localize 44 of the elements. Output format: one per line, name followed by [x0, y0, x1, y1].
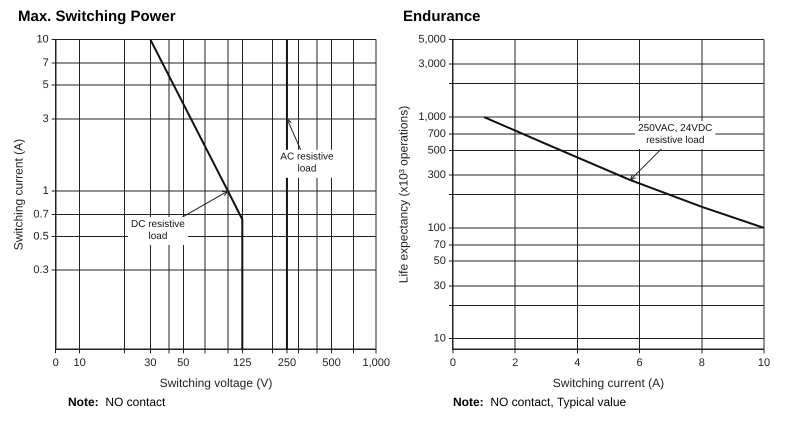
x-tick-label: 4 [574, 357, 580, 370]
x-axis-title: Switching voltage (V) [160, 376, 272, 390]
y-tick-label: 3 [42, 112, 49, 125]
y-tick-label: 0.7 [33, 208, 49, 221]
annotation: 250VAC, 24VDC resistive load [638, 122, 712, 146]
y-tick-label: 10 [434, 332, 446, 345]
chart-title: Max. Switching Power [17, 8, 177, 27]
y-tick-label: 1 [42, 185, 49, 198]
x-tick-label: 6 [636, 357, 643, 370]
y-tick-label: 5,000 [418, 34, 446, 46]
x-tick-label: 250 [278, 357, 296, 370]
x-tick-label: 2 [512, 357, 518, 370]
x-tick-label: 30 [144, 357, 157, 370]
x-tick-label: 125 [233, 357, 252, 370]
y-tick-label: 5 [42, 79, 49, 92]
y-tick-label: 70 [434, 239, 446, 252]
y-tick-label: 500 [428, 144, 446, 156]
y-tick-label: 700 [428, 128, 446, 140]
x-tick-label: 500 [322, 357, 341, 370]
y-tick-label: 1,000 [418, 111, 446, 124]
x-tick-label: 0 [52, 357, 59, 370]
x-tick-label: 0 [450, 357, 456, 370]
y-tick-label: 0.3 [33, 264, 49, 276]
x-tick-label: 1,000 [362, 357, 390, 370]
text: Note: NO contact, Typical value [452, 395, 628, 409]
x-tick-label: 10 [74, 357, 86, 370]
y-tick-label: 100 [428, 222, 446, 234]
x-tick-label: 10 [758, 357, 770, 370]
x-tick-label: 8 [698, 357, 705, 370]
text: Note: NO contact [67, 395, 166, 409]
y-axis-title: Life expectancy (x10³ operations) [396, 106, 411, 284]
y-tick-label: 10 [36, 34, 49, 46]
annotation: AC resistive load [280, 152, 334, 175]
y-tick-label: 50 [434, 255, 446, 268]
y-tick-label: 3,000 [418, 58, 446, 70]
y-tick-label: 7 [42, 57, 49, 70]
x-axis-title: Switching current (A) [552, 376, 664, 390]
y-axis-title: Switching current (A) [12, 138, 26, 250]
y-tick-label: 0.5 [33, 230, 49, 243]
x-tick-label: 50 [177, 357, 190, 370]
y-tick-label: 300 [428, 169, 446, 182]
annotation: DC resistive load [130, 218, 186, 242]
chart-title: Endurance [402, 8, 482, 27]
y-tick-label: 30 [434, 280, 446, 292]
